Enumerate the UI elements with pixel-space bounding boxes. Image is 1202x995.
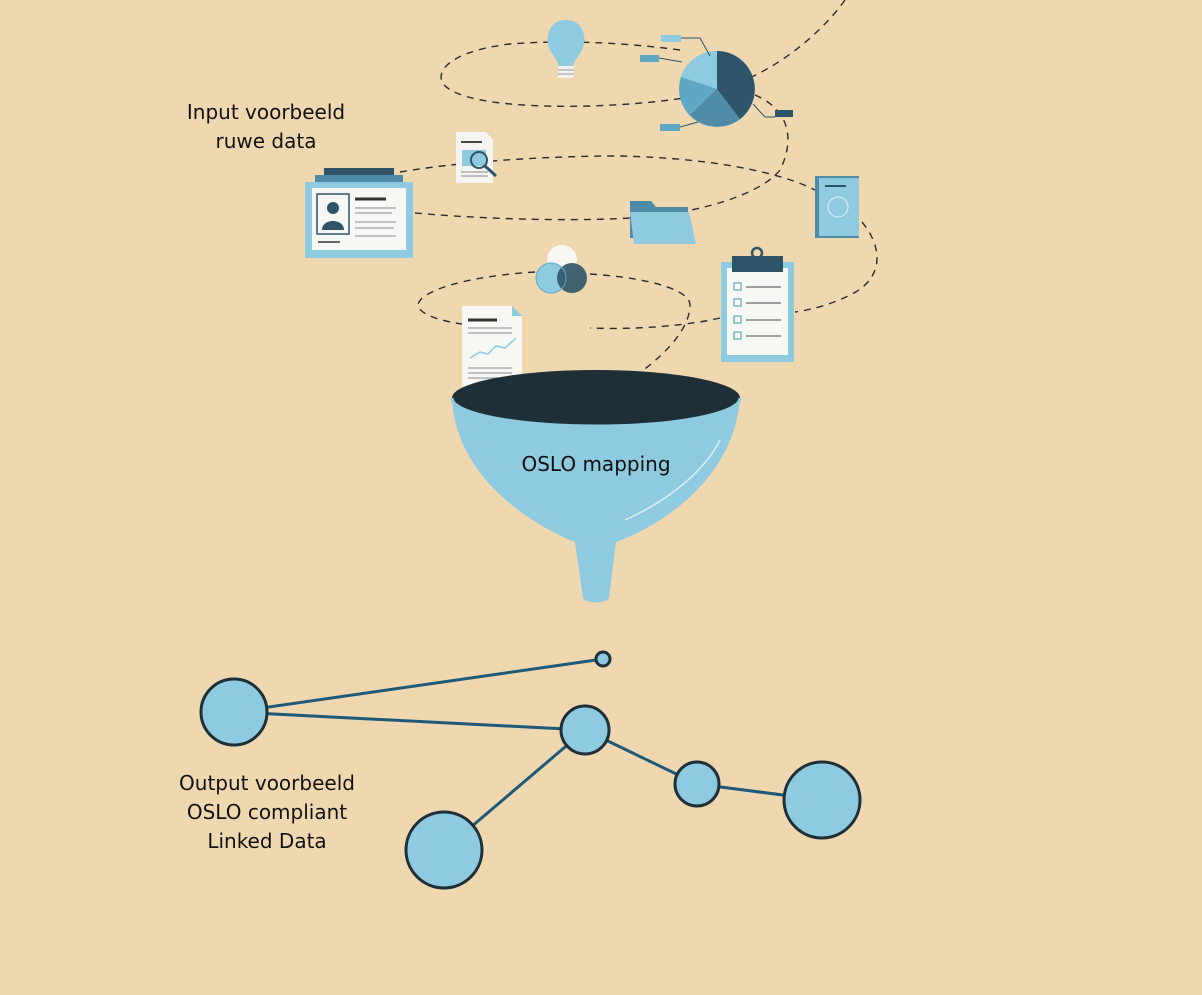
book-icon [815, 176, 859, 238]
graph-node [673, 760, 721, 808]
funnel-label: OSLO mapping [521, 452, 671, 476]
graph-edge [233, 657, 604, 714]
output-label-line-2: OSLO compliant [186, 800, 348, 824]
clipboard-checklist-icon [721, 246, 794, 362]
folder-icon [630, 201, 696, 244]
graph-node [404, 810, 484, 890]
graph-nodes [199, 650, 862, 890]
output-example-label: Output voorbeeld OSLO compliant Linked D… [147, 769, 387, 856]
output-label-line-1: Output voorbeeld [179, 771, 355, 795]
input-label-line-2: ruwe data [215, 129, 317, 153]
input-example-label: Input voorbeeld ruwe data [166, 98, 366, 156]
output-label-line-3: Linked Data [207, 829, 327, 853]
graph-node [559, 704, 611, 756]
graph-edge [233, 710, 586, 732]
id-card-icon [305, 168, 413, 258]
input-label-line-1: Input voorbeeld [186, 100, 346, 124]
graph-node [594, 650, 612, 668]
document-search-icon [456, 132, 498, 183]
lightbulb-icon [547, 20, 585, 78]
venn-diagram-icon [535, 245, 587, 294]
graph-node [782, 760, 862, 840]
report-document-icon [462, 306, 522, 390]
funnel-icon [450, 370, 742, 603]
graph-node [199, 677, 269, 747]
pie-chart-icon [640, 35, 793, 131]
